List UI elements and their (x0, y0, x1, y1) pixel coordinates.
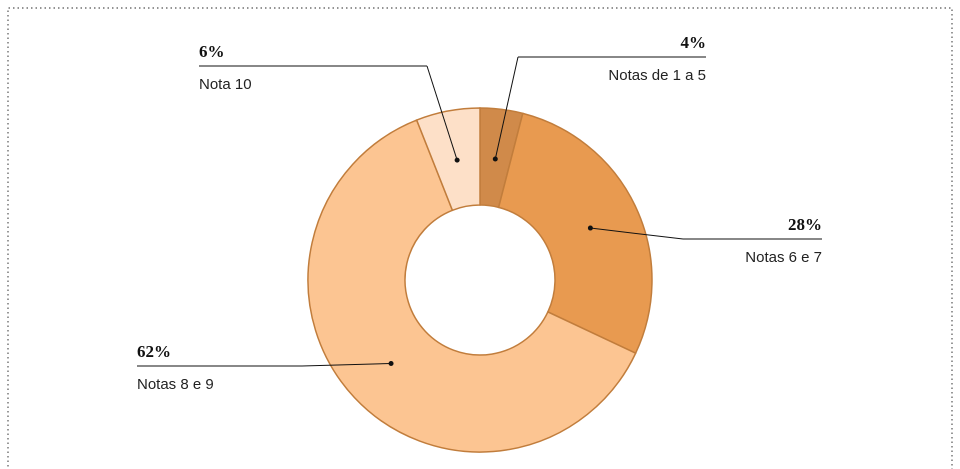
category-label: Notas de 1 a 5 (608, 67, 706, 84)
value-label: 6% (199, 42, 225, 61)
donut-slice (415, 107, 481, 212)
donut-slice (307, 119, 637, 453)
category-label: Notas 6 e 7 (745, 249, 822, 266)
category-label: Notas 8 e 9 (137, 376, 214, 393)
leader-dot (388, 361, 394, 367)
value-label: 4% (681, 33, 707, 52)
value-label: 62% (137, 342, 171, 361)
leader-line (301, 363, 392, 367)
leader-line (426, 65, 458, 161)
leader-line (590, 227, 684, 240)
value-label: 28% (788, 215, 822, 234)
donut-slice (497, 112, 653, 355)
leader-dot (454, 157, 460, 163)
leader-line (494, 56, 519, 160)
frame (7, 7, 953, 469)
leader-dot (587, 225, 593, 231)
category-label: Nota 10 (199, 76, 252, 93)
leader-dot (492, 156, 498, 162)
